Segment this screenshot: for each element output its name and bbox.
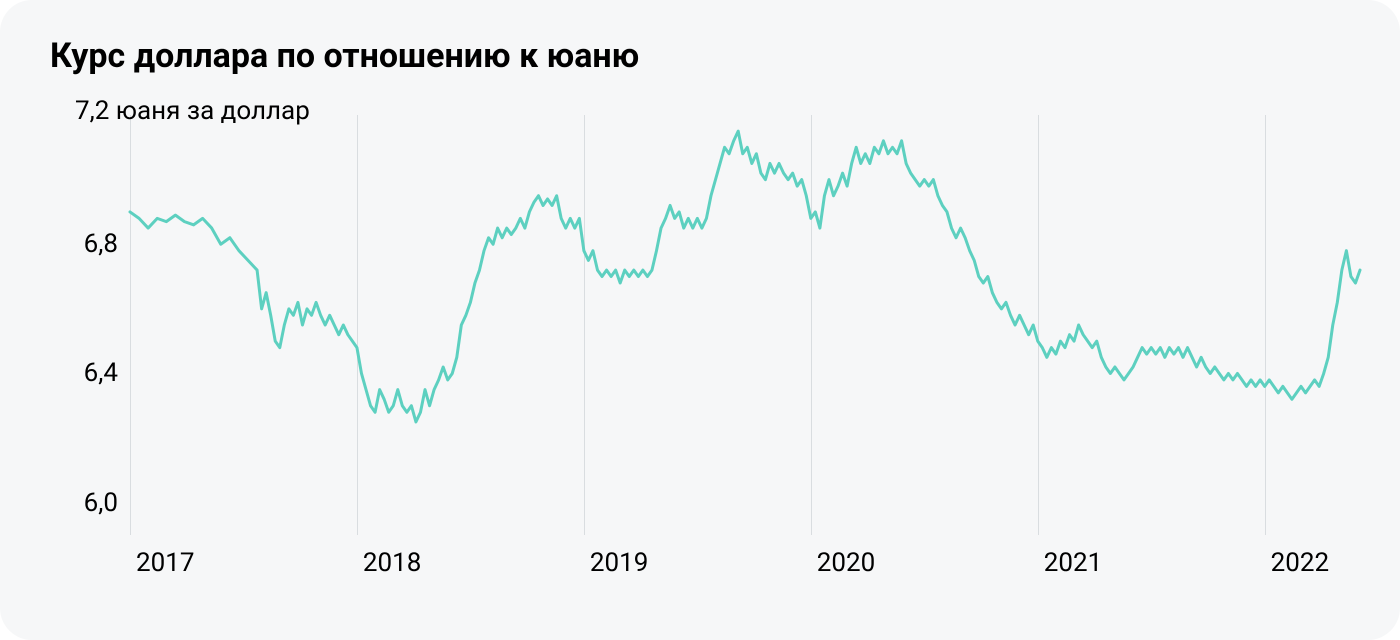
chart-title: Курс доллара по отношению к юаню bbox=[50, 36, 639, 76]
y-axis-tick-label: 6,8 bbox=[84, 229, 118, 259]
line-series bbox=[130, 115, 1360, 535]
y-axis-unit-label: 7,2 юаня за доллар bbox=[75, 96, 310, 126]
x-axis-tick-label: 2019 bbox=[590, 548, 648, 578]
chart-card: Курс доллара по отношению к юаню 7,2 юан… bbox=[0, 0, 1400, 640]
x-axis-tick-label: 2022 bbox=[1271, 548, 1329, 578]
y-axis-tick-label: 6,4 bbox=[84, 358, 118, 388]
x-axis-tick-label: 2021 bbox=[1044, 548, 1102, 578]
x-axis-tick-label: 2018 bbox=[363, 548, 421, 578]
x-axis-tick-label: 2020 bbox=[817, 548, 875, 578]
x-axis-tick-label: 2017 bbox=[136, 548, 194, 578]
chart-plot-area bbox=[130, 115, 1360, 535]
y-axis-tick-label: 6,0 bbox=[84, 488, 118, 518]
